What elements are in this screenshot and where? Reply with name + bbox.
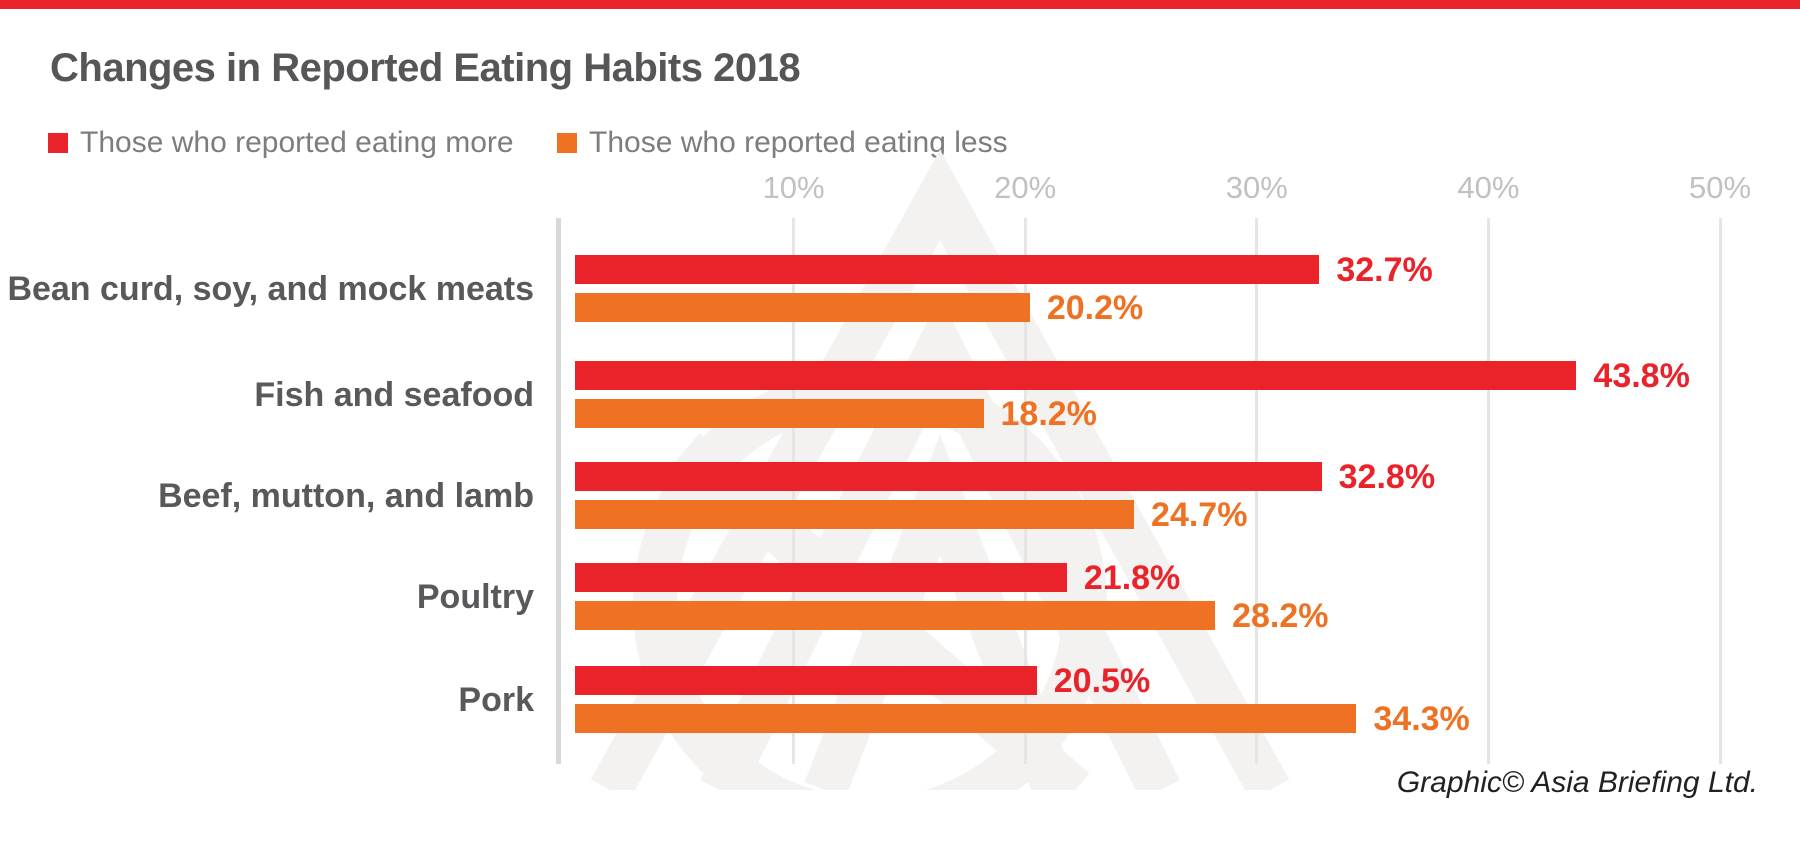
axis-tick-label: 10%: [762, 170, 825, 205]
bar-less: [575, 601, 1216, 630]
axis-tick-label: 40%: [1457, 170, 1520, 205]
chart-title: Changes in Reported Eating Habits 2018: [50, 46, 801, 90]
value-label: 20.2%: [1046, 288, 1144, 327]
bar-less: [575, 399, 984, 428]
credit-text: Graphic© Asia Briefing Ltd.: [1396, 766, 1758, 799]
legend-item-eating-less: Those who reported eating less: [557, 126, 1008, 160]
bar-more: [575, 666, 1037, 695]
legend-swatch-more-icon: [48, 133, 68, 153]
bar-more: [575, 563, 1067, 592]
bar-less: [575, 293, 1030, 322]
y-axis-line: [556, 218, 561, 764]
value-label: 21.8%: [1083, 558, 1181, 597]
value-label: 43.8%: [1593, 356, 1690, 395]
gridline-20: [1023, 218, 1027, 764]
axis-tick-label: 30%: [1225, 170, 1288, 205]
value-label: 18.2%: [1000, 394, 1097, 433]
gridline-50: [1718, 218, 1722, 764]
top-accent-bar: [0, 0, 1800, 9]
category-label: Pork: [458, 680, 534, 719]
category-label: Beef, mutton, and lamb: [158, 476, 534, 515]
bar-more: [575, 462, 1322, 491]
legend-item-eating-more: Those who reported eating more: [48, 126, 514, 160]
value-label: 34.3%: [1373, 699, 1470, 738]
gridline-40: [1486, 218, 1490, 764]
legend-swatch-less-icon: [557, 133, 577, 153]
value-label: 32.8%: [1338, 457, 1436, 496]
legend-label-more: Those who reported eating more: [80, 126, 514, 159]
category-label: Fish and seafood: [254, 375, 534, 414]
bar-less: [575, 704, 1357, 733]
bar-more: [575, 255, 1320, 284]
bar-less: [575, 500, 1135, 529]
value-label: 20.5%: [1053, 661, 1151, 700]
value-label: 24.7%: [1151, 495, 1248, 534]
axis-tick-label: 20%: [994, 170, 1057, 205]
category-label: Poultry: [416, 577, 534, 616]
axis-tick-label: 50%: [1688, 170, 1752, 205]
value-label: 32.7%: [1336, 250, 1433, 289]
gridline-30: [1255, 218, 1259, 764]
gridline-10: [792, 218, 796, 764]
legend-label-less: Those who reported eating less: [589, 126, 1008, 159]
category-label: Bean curd, soy, and mock meats: [7, 269, 534, 308]
value-label: 28.2%: [1232, 596, 1329, 635]
bar-more: [575, 361, 1577, 390]
